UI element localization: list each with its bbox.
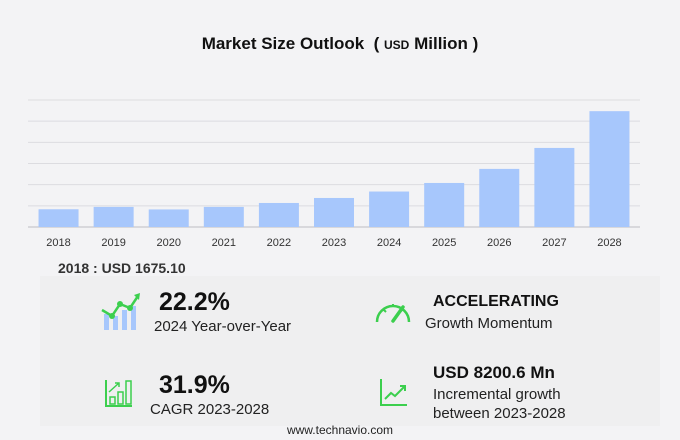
chart-title: Market Size Outlook ( USD Million )	[201, 34, 479, 53]
cagr-value: 31.9%	[159, 371, 230, 399]
x-tick-label: 2018	[46, 237, 70, 249]
footer-url: www.technavio.com	[286, 423, 394, 437]
x-tick-label: 2026	[487, 237, 511, 249]
bar-2025	[424, 182, 465, 227]
x-tick-label: 2023	[322, 237, 346, 249]
base-year-value: 2018 : USD 1675.10	[58, 260, 186, 276]
bar-2021	[203, 206, 244, 227]
x-tick-label: 2024	[377, 237, 401, 249]
bar-2020	[148, 209, 189, 227]
x-tick-label: 2020	[156, 237, 180, 249]
momentum-value: ACCELERATING	[433, 293, 559, 310]
unit-prefix: USD	[384, 38, 410, 52]
stats-panel	[40, 276, 660, 426]
x-tick-label: 2021	[212, 237, 236, 249]
title-text: Market Size Outlook	[201, 34, 365, 53]
bar-2024	[369, 191, 410, 227]
cagr-bar-icon	[105, 380, 132, 407]
x-tick-label: 2019	[101, 237, 125, 249]
bar-chart: 2018 2019 2020 2021 2022 2023 2024 2025 2026 2027…	[28, 99, 640, 249]
bar-2027	[534, 147, 575, 227]
incremental-label-2: between 2023-2028	[433, 405, 566, 422]
growth-chart-icon	[101, 293, 140, 330]
bar-2019	[93, 206, 134, 227]
incremental-label-1: Incremental growth	[433, 386, 561, 403]
incremental-growth-icon	[380, 379, 407, 406]
bar-2023	[314, 197, 354, 227]
cagr-label: CAGR 2023-2028	[150, 401, 270, 418]
bar-2022	[258, 202, 299, 227]
x-tick-label: 2028	[597, 237, 621, 249]
x-tick-label: 2022	[267, 237, 291, 249]
yoy-value: 22.2%	[159, 288, 230, 316]
x-tick-label: 2025	[432, 237, 456, 249]
bar-2028	[589, 111, 630, 227]
incremental-value: USD 8200.6 Mn	[433, 363, 555, 382]
yoy-label: 2024 Year-over-Year	[154, 318, 292, 335]
x-tick-label: 2027	[542, 237, 566, 249]
unit-suffix: Million	[414, 34, 468, 53]
bar-2026	[479, 168, 520, 227]
speedometer-icon	[375, 304, 411, 323]
bar-2018	[38, 209, 79, 227]
momentum-label: Growth Momentum	[425, 315, 553, 332]
